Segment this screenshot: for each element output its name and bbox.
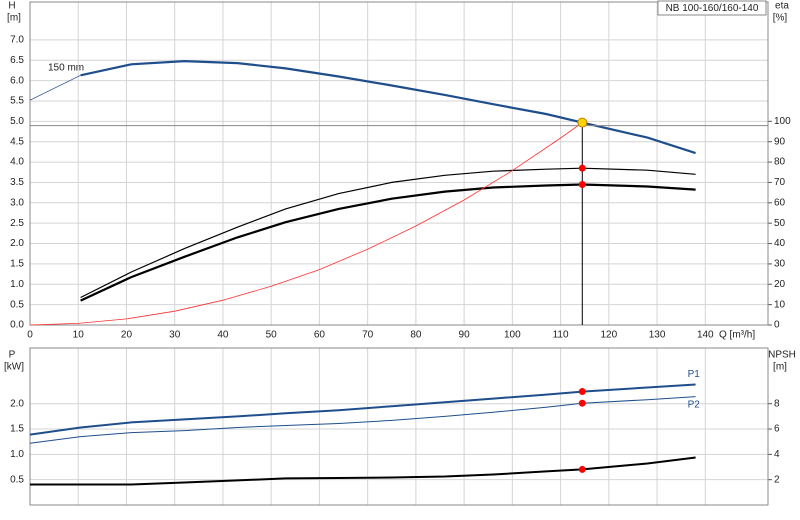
duty-marker — [577, 117, 588, 128]
y2-axis-unit: [%] — [773, 13, 788, 24]
series-line — [29, 383, 696, 436]
y2-tick-label: 40 — [774, 238, 786, 249]
series-line — [30, 456, 696, 486]
y-tick-label: 1.5 — [10, 424, 24, 435]
duty-marker — [578, 180, 586, 188]
chart-title: NB 100-160/160-140 — [666, 3, 759, 14]
duty-marker — [578, 388, 586, 396]
x-tick-label: 100 — [504, 330, 521, 341]
x-tick-label: 60 — [314, 330, 326, 341]
x-tick-label: 110 — [553, 330, 569, 341]
y2-tick-label: 30 — [774, 259, 786, 270]
x-tick-label: 10 — [73, 330, 85, 341]
y-tick-label: 1.0 — [10, 449, 24, 460]
y-axis-unit: [m] — [7, 13, 21, 24]
x-tick-label: 30 — [169, 330, 181, 341]
y-tick-label: 7.0 — [10, 35, 24, 46]
y-axis-label: H — [8, 1, 15, 12]
y2-tick-label: 6 — [774, 424, 780, 435]
y2-tick-label: 4 — [774, 449, 780, 460]
y-tick-label: 6.0 — [10, 75, 24, 86]
y-tick-label: 0.0 — [10, 320, 24, 331]
x-tick-label: 70 — [362, 330, 374, 341]
y-tick-label: 0.5 — [10, 474, 24, 485]
y-tick-label: 3.0 — [10, 197, 24, 208]
y-tick-label: 4.0 — [10, 157, 24, 168]
duty-marker — [578, 164, 586, 172]
y2-tick-label: 50 — [774, 218, 786, 229]
y-tick-label: 1.5 — [10, 259, 24, 270]
x-tick-label: 20 — [121, 330, 133, 341]
y-axis-label: P — [9, 350, 16, 361]
x-tick-label: 40 — [217, 330, 229, 341]
y2-tick-label: 2 — [774, 474, 780, 485]
y-tick-label: 5.5 — [10, 96, 24, 107]
x-tick-label: 140 — [697, 330, 714, 341]
x-axis-label: Q [m³/h] — [719, 330, 755, 341]
y2-tick-label: 0 — [774, 320, 780, 331]
series-line — [29, 396, 696, 444]
duty-marker — [578, 465, 586, 473]
title-box — [657, 0, 767, 16]
plot-frame — [29, 347, 769, 506]
x-tick-label: 130 — [649, 330, 666, 341]
series-line — [80, 59, 696, 155]
x-tick-label: 80 — [410, 330, 422, 341]
y2-tick-label: 10 — [774, 299, 786, 310]
series-line — [29, 122, 583, 326]
y-tick-label: 0.5 — [10, 299, 24, 310]
y2-tick-label: 100 — [774, 116, 791, 127]
series-line — [29, 74, 81, 101]
y-tick-label: 4.5 — [10, 136, 24, 147]
series-line — [80, 183, 696, 302]
y-tick-label: 1.0 — [10, 279, 24, 290]
x-tick-label: 0 — [27, 330, 33, 341]
y2-axis-unit: [m] — [773, 362, 787, 373]
y-tick-label: 6.5 — [10, 55, 24, 66]
x-tick-label: 90 — [459, 330, 471, 341]
y2-tick-label: 20 — [774, 279, 786, 290]
annotation: 150 mm — [48, 63, 84, 74]
y-tick-label: 5.0 — [10, 116, 24, 127]
y-tick-label: 2.5 — [10, 218, 24, 229]
y-tick-label: 2.0 — [10, 398, 24, 409]
y-tick-label: 3.5 — [10, 177, 24, 188]
series-label: P1 — [688, 369, 701, 380]
y2-axis-label: NPSH — [768, 350, 796, 361]
series-label: P2 — [688, 399, 701, 410]
y2-tick-label: 90 — [774, 136, 786, 147]
y2-tick-label: 70 — [774, 177, 786, 188]
plot-frame — [29, 1, 769, 326]
series-line — [80, 167, 696, 299]
x-tick-label: 120 — [600, 330, 617, 341]
duty-marker — [578, 399, 586, 407]
y-tick-label: 2.0 — [10, 238, 24, 249]
y2-tick-label: 60 — [774, 197, 786, 208]
x-tick-label: 50 — [266, 330, 278, 341]
y-axis-unit: [kW] — [4, 362, 24, 373]
y2-tick-label: 80 — [774, 157, 786, 168]
y2-axis-label: eta — [775, 1, 789, 12]
y2-tick-label: 8 — [774, 398, 780, 409]
